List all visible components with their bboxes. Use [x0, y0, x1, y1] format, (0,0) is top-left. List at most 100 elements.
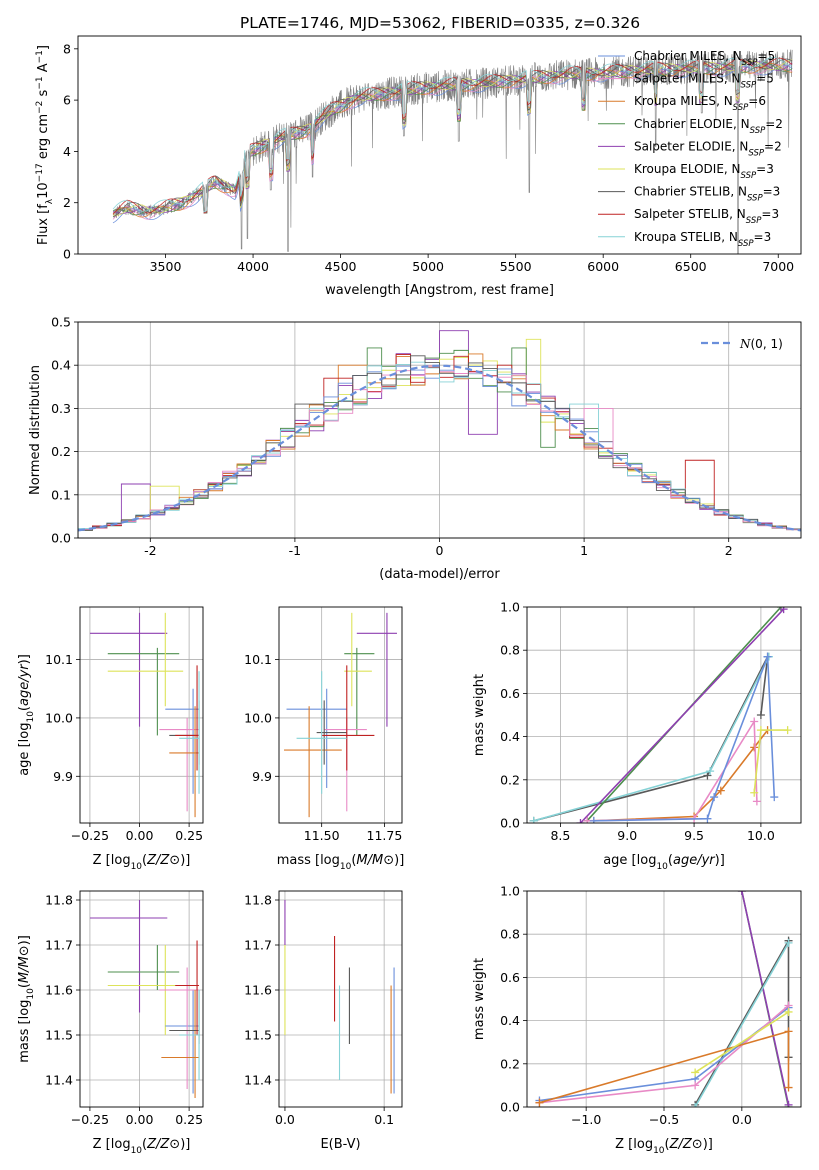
model-spectrum-kroupa_miles [112, 63, 793, 218]
histogram-chabrier_stelib [78, 355, 801, 538]
y-axis-label: age [log10(age/yr)]age [log10(age/yr)] [17, 654, 36, 776]
y-tick-label: 11.7 [45, 938, 73, 953]
y-tick-label: 11.6 [45, 983, 73, 998]
x-axis-label: Z [log10(Z/Z⊙)]Z [log10(Z/Z⊙)] [615, 1137, 713, 1156]
y-tick-label: 6 [63, 93, 71, 108]
legend-entry: Salpeter ELODIE, NSSP=2 [634, 139, 782, 158]
weight-marker [529, 816, 538, 823]
weight-marker [737, 891, 746, 895]
x-tick-label: -1 [289, 543, 301, 558]
plot-area [112, 49, 793, 254]
y-tick-label: 0.5 [51, 315, 71, 330]
y-tick-label: 0.0 [500, 816, 520, 831]
y-tick-label: 0.4 [51, 358, 71, 373]
weight-line-kroupa_elodie [694, 1011, 789, 1074]
x-tick-label: 0.00 [126, 1112, 154, 1127]
y-tick-label: 0.0 [500, 1100, 520, 1115]
weight-marker [756, 726, 765, 735]
legend-entry: Salpeter MILES, NSSP=5 [634, 72, 774, 91]
y-tick-label: 9.9 [53, 769, 73, 784]
x-tick-label: −0.5 [649, 1112, 679, 1127]
x-tick-label: 4500 [325, 259, 357, 274]
legend-entry: Chabrier ELODIE, NSSP=2 [634, 117, 783, 136]
y-tick-label: 10.1 [45, 652, 73, 667]
x-tick-label: 2 [725, 543, 733, 558]
x-tick-label: 0.1 [374, 1112, 394, 1127]
weight-marker [763, 652, 772, 661]
weight-marker [752, 797, 761, 806]
x-tick-label: −0.25 [71, 1112, 109, 1127]
weight-marker [784, 938, 793, 947]
legend-entry: Kroupa MILES, NSSP=6 [634, 94, 766, 113]
spectrum-panel: 3500 4000 4500 5000 5500 6000 6500 7000 0 2 4 6 8 wav… [35, 35, 802, 298]
y-tick-label: 11.8 [244, 893, 272, 908]
x-tick-label: 0.25 [175, 828, 203, 843]
weight-line-chabrier_stelib [533, 656, 769, 822]
y-tick-label: 1.0 [500, 884, 520, 899]
weight-marker [716, 786, 725, 795]
weight-marker [784, 1007, 793, 1016]
axes-frame [278, 606, 403, 824]
z_vs_age-panel: −0.25 0.00 0.25 9.9 10.0 10.1 Z [log10(Z/Z⊙)]Z… [17, 606, 204, 872]
y-tick-label: 0.3 [51, 401, 71, 416]
observed-spectrum [112, 49, 793, 254]
weight-line-kroupa_stelib [694, 942, 790, 1107]
x-tick-label: 11.75 [367, 828, 403, 843]
x-axis-label: Z [log10(Z/Z⊙)]Z [log10(Z/Z⊙)] [93, 1137, 191, 1156]
model-spectrum-kroupa_elodie [112, 59, 793, 216]
x-tick-label: 8.5 [550, 828, 570, 843]
legend-entry: Chabrier MILES, NSSP=5 [634, 49, 775, 68]
axes-frame [526, 606, 802, 824]
plot-area [284, 900, 395, 1094]
x-tick-label: 5000 [412, 259, 444, 274]
x-tick-label: 4000 [237, 259, 269, 274]
y-tick-label: 10.1 [244, 652, 272, 667]
y-axis-label: mass [log10(M/M⊙)]mass [log10(M/M⊙)] [17, 935, 36, 1063]
x-tick-label: 0 [436, 543, 444, 558]
x-tick-label: 5500 [500, 259, 532, 274]
axes-frame [526, 890, 802, 1108]
weight-marker [589, 816, 598, 823]
y-tick-label: 0 [63, 247, 71, 262]
plot-area [89, 900, 200, 1098]
weight-marker [691, 1103, 700, 1107]
x-tick-label: 6500 [675, 259, 707, 274]
x-tick-label: 10.0 [747, 828, 775, 843]
x-axis-label: Z [log10(Z/Z⊙)]Z [log10(Z/Z⊙)] [93, 853, 191, 872]
x-tick-label: 0.00 [126, 828, 154, 843]
y-tick-label: 11.7 [244, 938, 272, 953]
y-tick-label: 11.5 [244, 1028, 272, 1043]
weight-marker [779, 607, 788, 614]
x-tick-label: 7000 [762, 259, 794, 274]
weight-marker [756, 711, 765, 719]
y-tick-label: 0.8 [500, 643, 520, 658]
weight-marker [691, 1081, 700, 1090]
legend-entry: N(0,1)N(0, 1) [739, 337, 783, 351]
x-axis-label: (data-model)/error [379, 567, 500, 582]
x-tick-label: 6000 [587, 259, 619, 274]
x-tick-label: 9.0 [617, 828, 637, 843]
x-tick-label: −0.25 [71, 828, 109, 843]
weight-line-kroupa_miles [593, 729, 769, 822]
y-axis-label: Flux [fλ10−17 erg cm−2 s−1 A−1] [35, 45, 55, 245]
y-axis-label: mass weight [472, 674, 487, 756]
y-tick-label: 11.6 [244, 983, 272, 998]
weight-marker [703, 814, 712, 823]
residuals-panel: -2 -1 0 1 2 0.0 0.1 0.2 0.3 0.4 0.5 (data-model)/er… [28, 315, 802, 582]
y-tick-label: 0.8 [500, 927, 520, 942]
axes-frame [77, 321, 802, 539]
y-tick-label: 0.6 [500, 686, 520, 701]
z_mass_weight-panel: −1.0 −0.5 0.0 0.0 0.2 0.4 0.6 0.8 1.0 Z [log10(Z/… [472, 884, 802, 1156]
mass_vs_age-panel: 11.50 11.75 9.9 10.0 10.1 mass [log10(M/M⊙)]m… [244, 606, 404, 872]
weight-marker [783, 726, 792, 735]
weight-marker [750, 788, 759, 797]
plot-area [284, 612, 397, 818]
weight-line-salpeter_elodie [741, 891, 790, 1105]
y-tick-label: 11.8 [45, 893, 73, 908]
weight-marker [784, 1100, 793, 1107]
y-axis-label: Normed distribution [28, 365, 43, 495]
y-tick-label: 0.2 [500, 1056, 520, 1071]
y-tick-label: 0.4 [500, 1013, 520, 1028]
axes-frame [79, 606, 204, 824]
